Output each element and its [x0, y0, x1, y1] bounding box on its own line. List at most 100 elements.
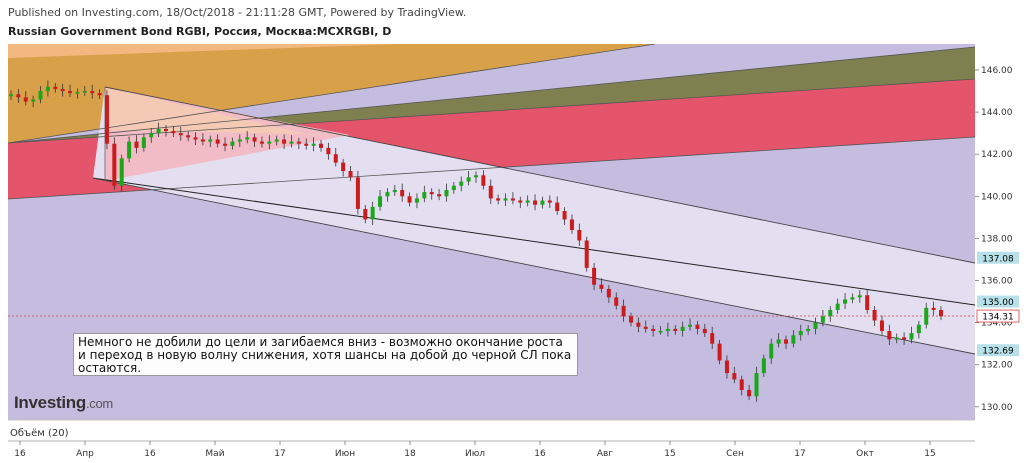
price-badge	[977, 344, 1019, 357]
candle-down	[577, 229, 582, 241]
candle-down	[533, 200, 538, 205]
candle-down	[355, 177, 360, 209]
candle-up	[924, 307, 929, 325]
orange-fan-zone	[8, 44, 400, 58]
candle-up	[45, 86, 50, 92]
price-badge-label: 137.08	[982, 254, 1014, 264]
candle-up	[422, 192, 427, 199]
candle-down	[112, 143, 117, 186]
light-channel	[93, 87, 975, 354]
x-tick-label: 15	[664, 449, 675, 459]
candle-down	[68, 91, 73, 94]
y-tick-label: 140.00	[981, 192, 1013, 202]
candle-down	[872, 309, 877, 321]
candle-up	[267, 141, 272, 144]
fan-line	[8, 46, 975, 144]
black-trend-line	[92, 177, 975, 306]
candle-down	[164, 128, 168, 132]
candle-down	[200, 139, 205, 142]
candle-up	[385, 192, 390, 197]
candle-up	[791, 335, 796, 344]
candle-down	[555, 202, 560, 212]
candle-up	[909, 333, 914, 340]
candle-down	[651, 328, 656, 332]
volume-label: Объём (20)	[10, 428, 69, 439]
candle-down	[614, 297, 619, 306]
candle-up	[769, 343, 774, 359]
candle-down	[319, 143, 323, 148]
candle-up	[230, 141, 235, 146]
candle-up	[127, 141, 132, 159]
y-tick-label: 130.00	[981, 403, 1013, 413]
candle-down	[215, 139, 220, 144]
candle-up	[274, 139, 279, 142]
candle-up	[289, 141, 294, 144]
candle-up	[141, 137, 146, 148]
x-axis: 16 Апр 16 Май 17 Июн 18 Июл 16 Авг 15 Сен 17 Окт 15	[14, 441, 936, 459]
candle-down	[865, 295, 870, 310]
candle-down	[282, 139, 287, 144]
x-tick-label: Окт	[856, 449, 874, 459]
candle-up	[798, 331, 803, 336]
price-badges: 137.08 135.00 134.31 132.69	[976, 251, 1020, 357]
channel-bottom-line	[92, 177, 975, 355]
y-tick-label: 142.00	[981, 150, 1013, 160]
x-tick-label: 15	[924, 449, 935, 459]
candle-down	[717, 343, 722, 361]
candle-down	[879, 320, 884, 332]
candle-up	[149, 133, 154, 138]
price-badge	[977, 251, 1019, 264]
candle-down	[16, 94, 21, 98]
candle-down	[739, 379, 744, 390]
candle-down	[710, 333, 715, 344]
candle-up	[459, 181, 464, 186]
candle-down	[341, 162, 346, 172]
candle-down	[673, 328, 678, 332]
candle-up	[451, 185, 456, 190]
x-tick-label: Авг	[597, 449, 613, 459]
y-tick-label: 146.00	[981, 66, 1013, 76]
candle-up	[688, 324, 693, 327]
candle-up	[806, 328, 811, 332]
candle-up	[761, 358, 766, 374]
candle-down	[902, 337, 907, 340]
candle-down	[53, 86, 58, 89]
logo-main: Investing	[14, 393, 86, 412]
candle-up	[245, 137, 250, 140]
candle-up	[820, 316, 825, 323]
candle-down	[629, 316, 633, 323]
price-badge	[976, 309, 1020, 323]
y-axis: 130.00 132.00 134.00 136.00 138.00 140.00 142.…	[975, 66, 1013, 413]
price-badge-label: 132.69	[982, 347, 1014, 357]
y-tick-label: 144.00	[981, 108, 1013, 118]
candle-up	[311, 143, 316, 146]
candle-down	[97, 93, 102, 96]
x-tick-label: 16	[144, 449, 156, 459]
candle-down	[702, 328, 707, 334]
x-tick-label: Май	[205, 449, 224, 459]
candle-up	[208, 139, 213, 142]
highlight-triangle-top	[105, 87, 350, 135]
candle-up	[466, 177, 471, 182]
candle-up	[835, 303, 840, 310]
y-tick-label: 132.00	[981, 361, 1013, 371]
candle-up	[38, 91, 43, 100]
candle-up	[916, 324, 921, 334]
candle-down	[400, 189, 405, 197]
published-info: Published on Investing.com, 18/Oct/2018 …	[8, 6, 467, 19]
x-tick-label: Апр	[76, 449, 94, 459]
candle-down	[562, 211, 567, 220]
candle-up	[850, 297, 855, 300]
candle-down	[636, 322, 641, 327]
candle-down	[134, 141, 139, 148]
candles-group	[9, 80, 943, 402]
investing-logo: Investing.com	[14, 393, 113, 413]
candle-down	[496, 198, 501, 201]
candle-up	[540, 200, 545, 205]
candle-down	[569, 219, 574, 230]
candle-up	[31, 99, 36, 102]
candle-up	[444, 189, 449, 197]
candle-up	[503, 198, 508, 201]
x-tick-label: Июл	[465, 449, 485, 459]
